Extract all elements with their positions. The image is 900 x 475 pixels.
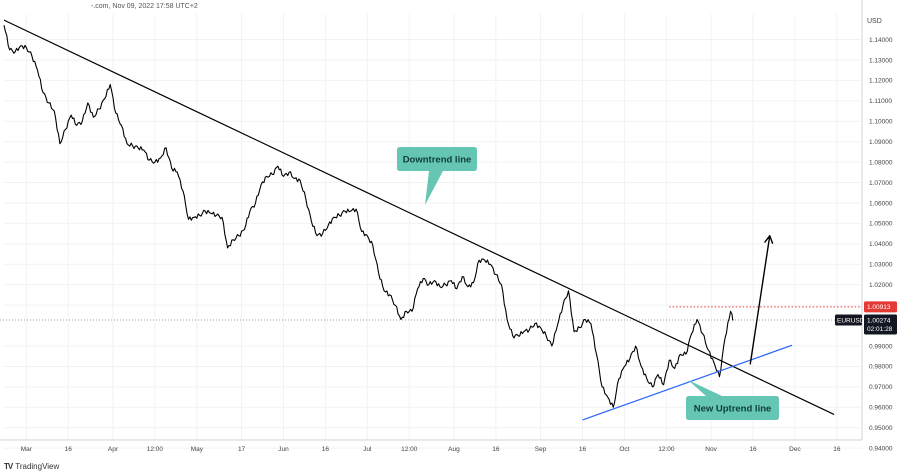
time-axis: Mar 16 Apr 12:00 May 17 Jun 16 Jul 12:00 Aug 16 Sep 1… xyxy=(21,446,841,453)
y-tick-label: 1.05000 xyxy=(869,221,893,228)
x-tick-label: 12:00 xyxy=(147,446,164,453)
x-tick-label: 12:00 xyxy=(658,446,675,453)
grid xyxy=(4,14,862,449)
x-tick-label: Oct xyxy=(619,446,629,453)
arrow-head-icon xyxy=(764,234,774,244)
brand[interactable]: TV TradingView xyxy=(4,462,59,471)
x-tick-label: Apr xyxy=(108,446,119,453)
x-tick-label: Aug xyxy=(448,446,460,453)
y-tick-label: 0.94000 xyxy=(869,445,893,452)
x-tick-label: Nov xyxy=(705,446,717,453)
y-tick-label: 1.06000 xyxy=(869,200,893,207)
y-tick-label: 0.96000 xyxy=(869,405,893,412)
uptrend-label: New Uptrend line xyxy=(694,404,772,415)
x-tick-label: Mar xyxy=(21,446,33,453)
projection-arrow xyxy=(749,234,774,365)
x-tick-label: Sep xyxy=(535,446,547,453)
arrow-shaft xyxy=(749,235,771,365)
y-tick-label: 1.13000 xyxy=(869,57,893,64)
resistance-price-label: 1.00913 xyxy=(867,304,891,311)
current-price-tag: EURUSD 1.00274 02:01:28 xyxy=(835,314,897,335)
y-tick-label: 1.11000 xyxy=(869,98,892,105)
symbol-label: EURUSD xyxy=(837,317,865,324)
currency-label: USD xyxy=(867,18,882,25)
x-tick-label: 16 xyxy=(322,446,330,453)
y-tick-label: 1.09000 xyxy=(869,139,893,146)
x-tick-label: 16 xyxy=(579,446,587,453)
y-tick-label: 0.97000 xyxy=(869,384,893,391)
brand-label: TradingView xyxy=(15,462,60,471)
x-tick-label: Dec xyxy=(789,446,801,453)
symbol-tag-background xyxy=(835,314,862,326)
y-tick-label: 1.02000 xyxy=(869,282,893,289)
x-tick-label: 16 xyxy=(492,446,500,453)
y-tick-label: 0.98000 xyxy=(869,364,893,371)
callout-box xyxy=(397,147,477,205)
y-tick-label: 0.99000 xyxy=(869,343,893,350)
countdown-label: 02:01:28 xyxy=(867,326,893,333)
y-tick-label: 1.08000 xyxy=(869,159,893,166)
tradingview-logo-icon: TV xyxy=(4,462,13,471)
callout-box xyxy=(686,380,779,420)
chart-header: -.com, Nov 09, 2022 17:58 UTC+2 xyxy=(91,3,198,10)
downtrend-callout: Downtrend line xyxy=(397,147,477,205)
y-tick-label: 1.12000 xyxy=(869,78,893,85)
uptrend-callout: New Uptrend line xyxy=(686,380,779,420)
x-tick-label: May xyxy=(191,446,204,453)
uptrend-line xyxy=(582,344,793,421)
current-price-label: 1.00274 xyxy=(867,317,891,324)
y-tick-label: 1.14000 xyxy=(869,37,893,44)
x-tick-label: Jun xyxy=(278,446,289,453)
y-tick-label: 1.03000 xyxy=(869,262,893,269)
x-tick-label: 16 xyxy=(65,446,73,453)
price-axis: 1.14000 1.13000 1.12000 1.11000 1.10000 1.090… xyxy=(869,37,893,453)
y-tick-label: 0.95000 xyxy=(869,425,893,432)
downtrend-label: Downtrend line xyxy=(403,155,472,166)
y-tick-label: 1.10000 xyxy=(869,119,893,126)
x-tick-label: 17 xyxy=(238,446,246,453)
y-tick-label: 1.07000 xyxy=(869,180,893,187)
downtrend-line xyxy=(3,19,835,416)
x-tick-label: 12:00 xyxy=(401,446,418,453)
x-tick-label: 16 xyxy=(749,446,757,453)
x-tick-label: Jul xyxy=(363,446,372,453)
resistance-price-tag: 1.00913 xyxy=(864,301,897,313)
eurusd-price-line xyxy=(3,25,734,408)
tag-background xyxy=(864,301,897,313)
y-tick-label: 1.04000 xyxy=(869,241,893,248)
x-tick-label: 16 xyxy=(833,446,841,453)
price-tag-background xyxy=(864,314,897,335)
